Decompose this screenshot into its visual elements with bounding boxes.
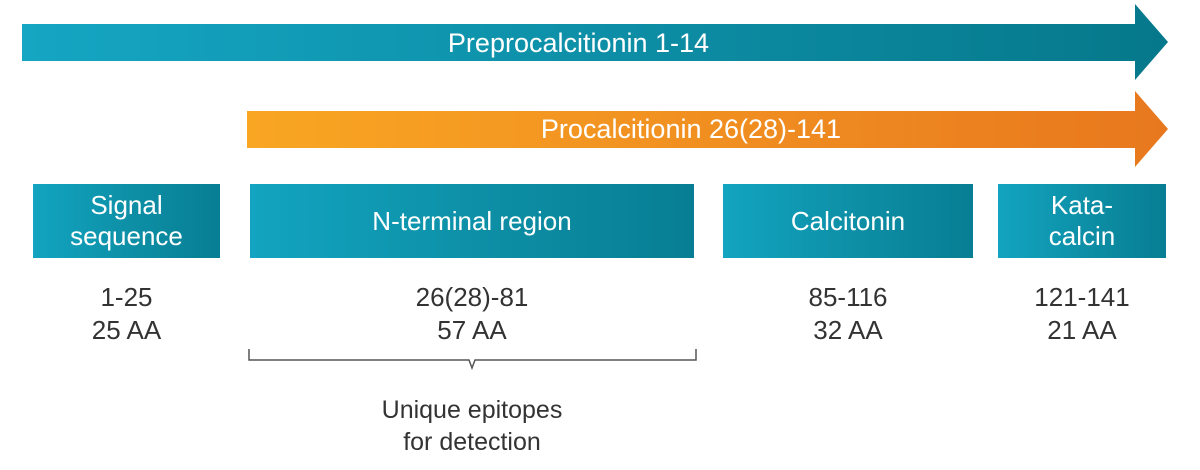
katacalcin-numbers: 121-141 21 AA	[998, 281, 1166, 347]
signal-sequence-length: 25 AA	[91, 315, 162, 345]
epitope-note-line2: for detection	[403, 428, 541, 456]
signal-sequence-label-line1: Signal	[90, 190, 163, 220]
calcitonin-length: 32 AA	[813, 315, 883, 345]
katacalcin-label-line2: calcin	[1048, 221, 1116, 251]
calcitonin-label: Calcitonin	[790, 205, 906, 236]
signal-sequence-box: Signal sequence	[33, 184, 220, 258]
preprocalcitonin-label: Preprocalcitionin 1-14	[447, 28, 710, 58]
epitope-note-line1: Unique epitopes	[381, 396, 563, 424]
epitope-note: Unique epitopes for detection	[322, 394, 622, 458]
calcitonin-range: 85-116	[808, 282, 888, 312]
n-terminal-region-numbers: 26(28)-81 57 AA	[250, 281, 694, 347]
signal-sequence-numbers: 1-25 25 AA	[33, 281, 220, 347]
signal-sequence-label-line2: sequence	[70, 221, 183, 251]
signal-sequence-range: 1-25	[100, 282, 153, 312]
n-terminal-region-range: 26(28)-81	[415, 282, 529, 312]
katacalcin-length: 21 AA	[1047, 315, 1117, 345]
katacalcin-label-line1: Kata-	[1050, 190, 1114, 220]
katacalcin-range: 121-141	[1034, 282, 1130, 312]
n-terminal-region-length: 57 AA	[437, 315, 507, 345]
katacalcin-box: Kata- calcin	[998, 184, 1166, 258]
n-terminal-region-box: N-terminal region	[250, 184, 694, 258]
procalcitonin-label: Procalcitionin 26(28)-141	[540, 114, 842, 144]
calcitonin-box: Calcitonin	[723, 184, 973, 258]
calcitonin-numbers: 85-116 32 AA	[723, 281, 973, 347]
n-terminal-region-label: N-terminal region	[372, 205, 572, 236]
epitope-bracket	[248, 349, 697, 371]
